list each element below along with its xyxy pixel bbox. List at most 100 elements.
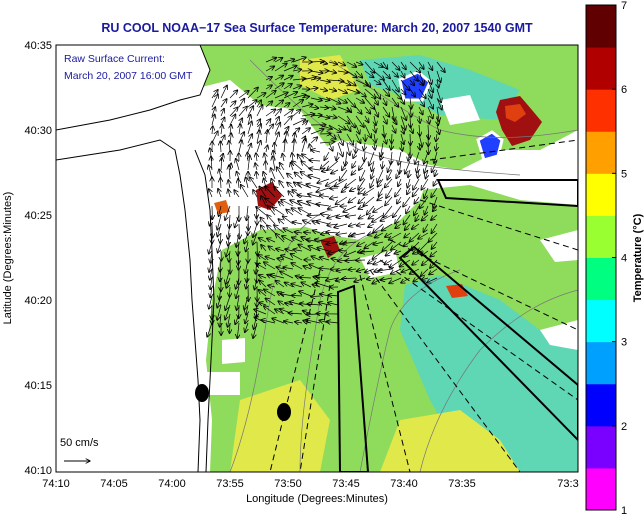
current-vector [306, 314, 321, 315]
current-vector [315, 283, 330, 288]
current-vector [345, 260, 357, 261]
current-vector [255, 163, 257, 171]
colorbar-band [586, 425, 616, 469]
current-vector [292, 237, 303, 243]
current-vector [265, 66, 275, 72]
current-vector [369, 151, 375, 166]
current-vector [265, 90, 276, 99]
current-vector [365, 269, 375, 273]
current-vector [292, 69, 302, 71]
current-vector [348, 269, 357, 270]
current-vector [246, 277, 248, 289]
current-vector [292, 153, 293, 162]
current-vector [283, 228, 294, 234]
current-vector [272, 207, 285, 216]
current-vector [374, 133, 376, 143]
current-vector [428, 115, 429, 124]
current-vector [287, 173, 294, 180]
current-vector [310, 137, 318, 144]
current-vector [373, 106, 378, 117]
colorbar: 7 6 5 4 3 2 1 Temperature (°C) [585, 0, 644, 517]
current-vector [236, 232, 239, 247]
current-vector [400, 61, 406, 70]
current-vector [358, 178, 366, 190]
current-vector [346, 70, 357, 78]
current-vector [351, 233, 366, 236]
current-vector [279, 181, 285, 189]
current-vector [410, 124, 413, 134]
current-vector [219, 286, 221, 300]
current-vector [225, 295, 231, 310]
current-vector [347, 124, 351, 132]
current-vector [366, 205, 375, 215]
current-vector [382, 70, 390, 79]
current-vector [384, 259, 393, 265]
current-vector [283, 92, 298, 99]
current-vector [310, 78, 321, 80]
current-vector [309, 264, 321, 270]
current-vector [337, 142, 343, 157]
current-vector [436, 133, 437, 142]
current-vector [336, 233, 348, 235]
current-vector [292, 95, 306, 99]
current-vector [337, 79, 351, 85]
colorbar-band [586, 131, 616, 174]
current-vector [328, 97, 341, 104]
current-vector [310, 88, 318, 89]
current-vector [398, 151, 401, 165]
current-vector [221, 125, 222, 135]
current-vector [373, 79, 381, 85]
current-vector [436, 61, 445, 72]
current-vector [258, 275, 267, 278]
y-tick-label: 40:15 [24, 380, 52, 392]
current-vector [238, 250, 239, 265]
current-vector [218, 241, 222, 253]
current-vector [364, 151, 365, 162]
current-vector [391, 142, 392, 150]
current-vector [328, 62, 338, 64]
current-vector [221, 157, 222, 171]
current-vector [299, 277, 312, 278]
current-vector [209, 295, 213, 309]
current-vector [270, 275, 285, 279]
current-vector [368, 215, 375, 219]
current-vector [292, 100, 304, 108]
current-vector [374, 115, 376, 126]
current-vector [248, 214, 249, 231]
current-vector [236, 158, 240, 171]
current-vector [406, 205, 411, 214]
current-vector [377, 197, 384, 201]
y-tick-label: 40:30 [24, 125, 52, 137]
current-vector [274, 92, 288, 99]
current-vector [422, 259, 429, 266]
current-vector [261, 195, 267, 207]
current-vector [355, 124, 360, 134]
current-vector [339, 169, 348, 181]
current-vector [407, 187, 410, 195]
current-vector [391, 61, 400, 70]
current-vector [246, 177, 249, 189]
current-vector [418, 97, 424, 107]
current-vector [264, 289, 276, 297]
current-vector [284, 139, 285, 153]
current-vector [283, 109, 293, 117]
current-vector [424, 205, 429, 215]
current-vector [286, 209, 294, 216]
current-vector [372, 250, 384, 259]
current-vector [373, 205, 384, 212]
current-vector [373, 223, 384, 233]
current-vector [374, 232, 384, 238]
current-vector [386, 187, 393, 198]
current-vector [275, 234, 285, 243]
current-vector [283, 116, 292, 126]
map-title: RU COOL NOAA−17 Sea Surface Temperature:… [101, 21, 533, 35]
current-vector [367, 233, 375, 235]
current-vector [421, 214, 429, 221]
current-vector [400, 115, 406, 130]
current-vector [329, 197, 339, 199]
current-vector [427, 88, 432, 98]
current-vector [319, 89, 328, 91]
current-vector [409, 70, 418, 81]
current-vector [355, 106, 362, 114]
current-vector [260, 217, 267, 225]
